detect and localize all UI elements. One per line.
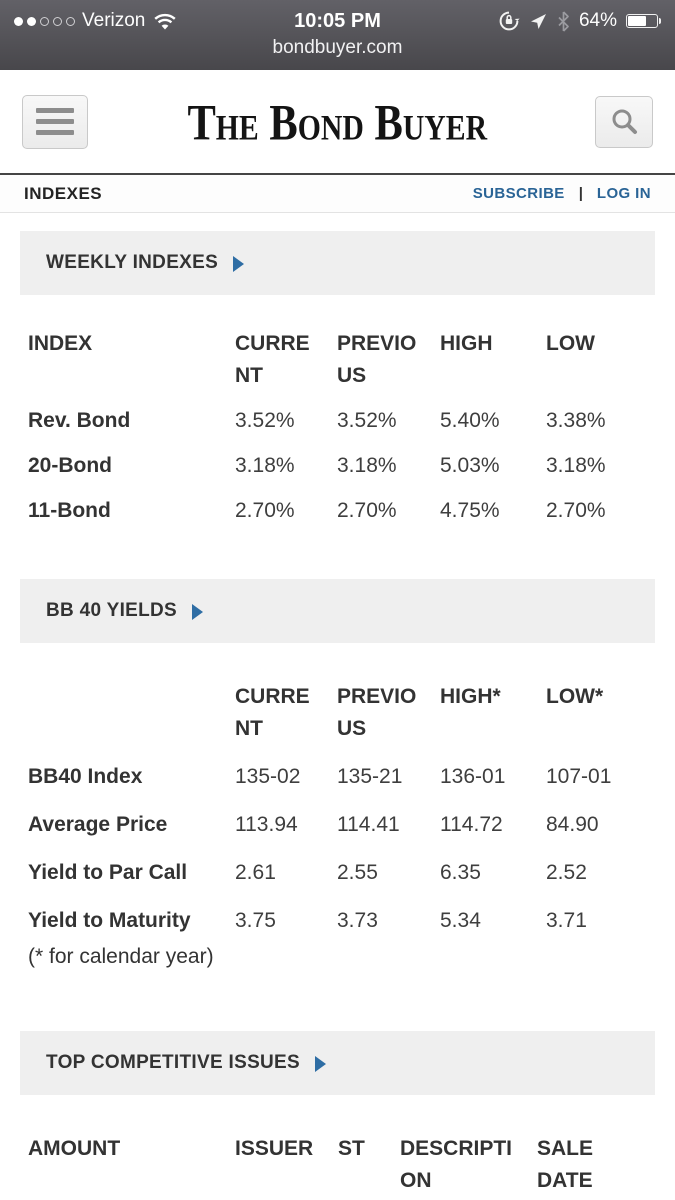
table-cell: 3.18% xyxy=(235,454,295,477)
table-cell: 135-21 xyxy=(337,765,403,788)
row-label: Average Price xyxy=(28,813,168,836)
section-header-top-competitive-issues[interactable]: TOP COMPETITIVE ISSUES xyxy=(20,1031,655,1095)
site-logo: The Bond Buyer xyxy=(187,92,488,151)
column-header: CURRE NT xyxy=(235,685,310,740)
column-header: INDEX xyxy=(28,332,93,355)
column-header xyxy=(28,681,235,745)
row-label: BB40 Index xyxy=(28,765,143,788)
login-link[interactable]: LOG IN xyxy=(596,185,651,202)
row-label: Yield to Par Call xyxy=(28,861,188,884)
column-header: AMOUNT xyxy=(28,1137,121,1160)
row-label: 11-Bond xyxy=(28,499,111,522)
section-header-weekly-indexes[interactable]: WEEKLY INDEXES xyxy=(20,231,655,295)
menu-button[interactable] xyxy=(22,94,88,149)
column-header: LOW* xyxy=(546,685,604,708)
table-cell: 2.70% xyxy=(235,499,295,522)
cell-signal-icon xyxy=(14,16,75,26)
table-cell: 136-01 xyxy=(440,765,506,788)
carrier-label: Verizon xyxy=(82,10,146,31)
table-footnote: (* for calendar year) xyxy=(28,945,214,968)
breadcrumb-bar: INDEXES SUBSCRIBE | LOG IN xyxy=(0,173,675,213)
subscribe-link[interactable]: SUBSCRIBE xyxy=(472,185,565,202)
main-content: WEEKLY INDEXES INDEX CURRE NT PREVIO US … xyxy=(0,231,675,1197)
table-cell: 2.61 xyxy=(235,861,276,884)
location-arrow-icon xyxy=(529,12,548,31)
section-title: WEEKLY INDEXES xyxy=(46,252,219,273)
site-header: The Bond Buyer xyxy=(0,70,675,173)
table-cell: 114.41 xyxy=(337,813,400,836)
table-cell: 2.70% xyxy=(337,499,397,522)
table-cell: 3.52% xyxy=(337,409,397,432)
table-cell: 3.71 xyxy=(546,909,587,932)
table-cell: 2.55 xyxy=(337,861,378,884)
table-cell: 107-01 xyxy=(546,765,612,788)
hamburger-icon xyxy=(36,108,74,113)
right-triangle-icon xyxy=(233,255,245,272)
row-label: 20-Bond xyxy=(28,454,112,477)
column-header: HIGH xyxy=(440,332,493,355)
signal-dot xyxy=(66,16,75,26)
column-header: ST xyxy=(338,1137,365,1160)
bluetooth-icon xyxy=(557,10,570,32)
table-cell: 3.18% xyxy=(337,454,397,477)
signal-dot xyxy=(40,16,49,26)
table-cell: 114.72 xyxy=(440,813,503,836)
table-cell: 4.75% xyxy=(440,499,500,522)
browser-url-bar[interactable]: bondbuyer.com xyxy=(272,37,403,58)
battery-percent-label: 64% xyxy=(578,10,617,31)
weekly-indexes-table: INDEX CURRE NT PREVIO US HIGH LOW Rev. B… xyxy=(28,328,655,527)
status-right-cluster: 64% xyxy=(498,10,661,32)
table-cell: 135-02 xyxy=(235,765,301,788)
table-cell: 3.38% xyxy=(546,409,606,432)
table-cell: 5.40% xyxy=(440,409,500,432)
table-cell: 113.94 xyxy=(235,813,298,836)
column-header: PREVIO US xyxy=(337,332,417,387)
link-separator: | xyxy=(578,185,583,202)
column-header: HIGH* xyxy=(440,685,501,708)
section-header-bb40-yields[interactable]: BB 40 YIELDS xyxy=(20,579,655,643)
search-icon xyxy=(609,107,639,137)
column-header: DESCRIPTI ON xyxy=(400,1137,513,1192)
table-cell: 5.03% xyxy=(440,454,500,477)
bb40-yields-table: CURRE NT PREVIO US HIGH* LOW* BB40 Index… xyxy=(28,681,655,937)
signal-dot xyxy=(27,16,36,26)
column-header: ISSUER xyxy=(235,1137,314,1160)
table-cell: 6.35 xyxy=(440,861,481,884)
signal-dot xyxy=(14,16,23,26)
status-row: Verizon 10:05 PM xyxy=(0,0,675,36)
table-cell: 3.75 xyxy=(235,909,276,932)
wifi-icon xyxy=(153,13,177,31)
column-header: SALE DATE xyxy=(537,1137,594,1192)
row-label: Yield to Maturity xyxy=(28,909,191,932)
right-triangle-icon xyxy=(315,1055,327,1072)
signal-dot xyxy=(53,16,62,26)
table-cell: 3.52% xyxy=(235,409,295,432)
column-header: LOW xyxy=(546,332,595,355)
column-header: CURRE NT xyxy=(235,332,310,387)
rotation-lock-icon xyxy=(498,10,520,32)
table-cell: 2.70% xyxy=(546,499,606,522)
column-header: PREVIO US xyxy=(337,685,417,740)
section-title: TOP COMPETITIVE ISSUES xyxy=(46,1052,301,1073)
top-competitive-issues-table: AMOUNT ISSUER ST DESCRIPTI ON SALE DATE xyxy=(28,1133,655,1197)
page-title: INDEXES xyxy=(24,183,103,203)
battery-icon xyxy=(626,14,661,28)
table-cell: 5.34 xyxy=(440,909,481,932)
table-cell: 2.52 xyxy=(546,861,587,884)
table-cell: 3.73 xyxy=(337,909,378,932)
section-title: BB 40 YIELDS xyxy=(46,600,178,621)
row-label: Rev. Bond xyxy=(28,409,131,432)
table-cell: 84.90 xyxy=(546,813,599,836)
table-cell: 3.18% xyxy=(546,454,606,477)
ios-status-bar: Verizon 10:05 PM xyxy=(0,0,675,70)
search-button[interactable] xyxy=(595,95,653,148)
right-triangle-icon xyxy=(192,603,204,620)
